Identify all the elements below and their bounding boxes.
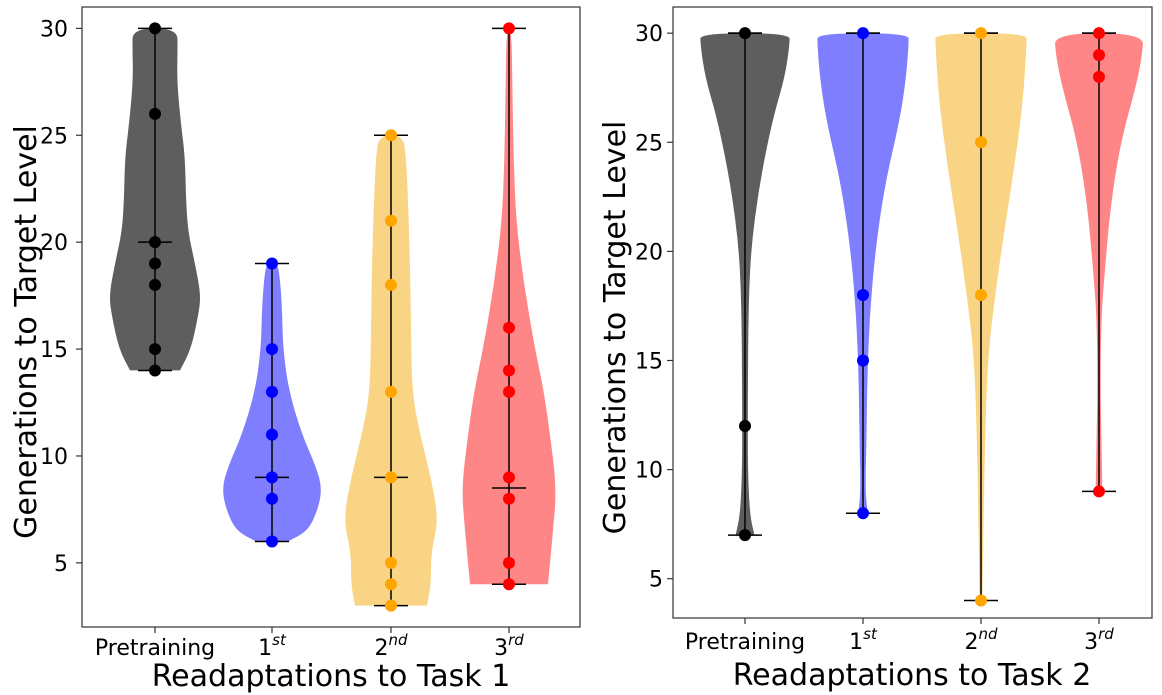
chart-panel-task-2: 5 10 15 20 25 30 Generations to Target Level Re… bbox=[598, 6, 1153, 693]
y-tick-label: 15 bbox=[40, 338, 68, 363]
data-point bbox=[266, 385, 278, 398]
data-point bbox=[503, 22, 515, 35]
data-point bbox=[975, 289, 987, 302]
y-tick-label: 20 bbox=[40, 231, 68, 256]
data-point bbox=[149, 364, 161, 377]
violin-group bbox=[817, 27, 909, 520]
y-axis-label: Generations to Target Level bbox=[598, 121, 633, 535]
data-point bbox=[739, 529, 751, 542]
data-point bbox=[739, 27, 751, 40]
data-point bbox=[385, 578, 397, 591]
data-point bbox=[1093, 27, 1105, 40]
data-point bbox=[149, 22, 161, 35]
data-point bbox=[385, 556, 397, 569]
x-tick-label: Pretraining bbox=[685, 630, 805, 655]
data-point bbox=[1093, 49, 1105, 62]
violin-group bbox=[700, 27, 790, 542]
data-point bbox=[385, 471, 397, 484]
y-tick-label: 30 bbox=[635, 22, 663, 47]
plot-frame bbox=[672, 6, 1153, 619]
x-tick-label: 3rd bbox=[1084, 625, 1114, 655]
x-tick-label: 2nd bbox=[374, 631, 408, 661]
data-point bbox=[385, 599, 397, 612]
violin-group bbox=[1055, 27, 1143, 498]
data-point bbox=[385, 278, 397, 291]
y-tick-label: 25 bbox=[635, 131, 663, 156]
data-point bbox=[975, 594, 987, 607]
data-point bbox=[857, 27, 869, 40]
y-tick-label: 25 bbox=[40, 124, 68, 149]
data-point bbox=[266, 257, 278, 270]
x-axis-label: Readaptations to Task 1 bbox=[152, 659, 511, 694]
data-point bbox=[149, 236, 161, 249]
y-tick-label: 5 bbox=[649, 568, 663, 593]
violin-group bbox=[223, 257, 321, 548]
data-point bbox=[503, 471, 515, 484]
data-point bbox=[149, 107, 161, 120]
data-point bbox=[266, 343, 278, 356]
violin-group bbox=[935, 27, 1027, 607]
plot-frame bbox=[81, 6, 581, 628]
data-point bbox=[857, 289, 869, 302]
y-tick-label: 10 bbox=[40, 445, 68, 470]
violin-group bbox=[462, 22, 556, 591]
y-tick-label: 20 bbox=[635, 240, 663, 265]
x-axis-label: Readaptations to Task 2 bbox=[733, 658, 1092, 693]
data-point bbox=[1093, 485, 1105, 498]
data-point bbox=[503, 578, 515, 591]
x-tick-label: 3rd bbox=[494, 631, 524, 661]
data-point bbox=[1093, 70, 1105, 83]
data-point bbox=[385, 129, 397, 142]
y-axis-label: Generations to Target Level bbox=[9, 125, 44, 539]
data-point bbox=[503, 321, 515, 334]
data-point bbox=[975, 136, 987, 149]
data-point bbox=[975, 27, 987, 40]
violin-group bbox=[110, 22, 200, 377]
data-point bbox=[266, 428, 278, 441]
data-point bbox=[149, 257, 161, 270]
x-tick-label: 2nd bbox=[964, 625, 998, 655]
y-tick-label: 10 bbox=[635, 459, 663, 484]
y-tick-label: 15 bbox=[635, 350, 663, 375]
data-point bbox=[385, 214, 397, 227]
data-point bbox=[503, 385, 515, 398]
data-point bbox=[857, 507, 869, 520]
data-point bbox=[149, 343, 161, 356]
violin-group bbox=[345, 129, 437, 612]
data-point bbox=[503, 364, 515, 377]
x-tick-label: Pretraining bbox=[95, 636, 215, 661]
y-tick-label: 30 bbox=[40, 17, 68, 42]
x-tick-label: 1st bbox=[849, 625, 878, 655]
data-point bbox=[503, 492, 515, 505]
y-tick-label: 5 bbox=[54, 552, 68, 577]
data-point bbox=[149, 278, 161, 291]
data-point bbox=[266, 535, 278, 548]
data-point bbox=[385, 385, 397, 398]
chart-panel-task-1: 5 10 15 20 25 30 Generations to Target Level Re… bbox=[9, 6, 581, 694]
x-tick-label: 1st bbox=[258, 631, 287, 661]
data-point bbox=[266, 492, 278, 505]
data-point bbox=[739, 419, 751, 432]
data-point bbox=[266, 471, 278, 484]
data-point bbox=[503, 556, 515, 569]
data-point bbox=[857, 354, 869, 367]
